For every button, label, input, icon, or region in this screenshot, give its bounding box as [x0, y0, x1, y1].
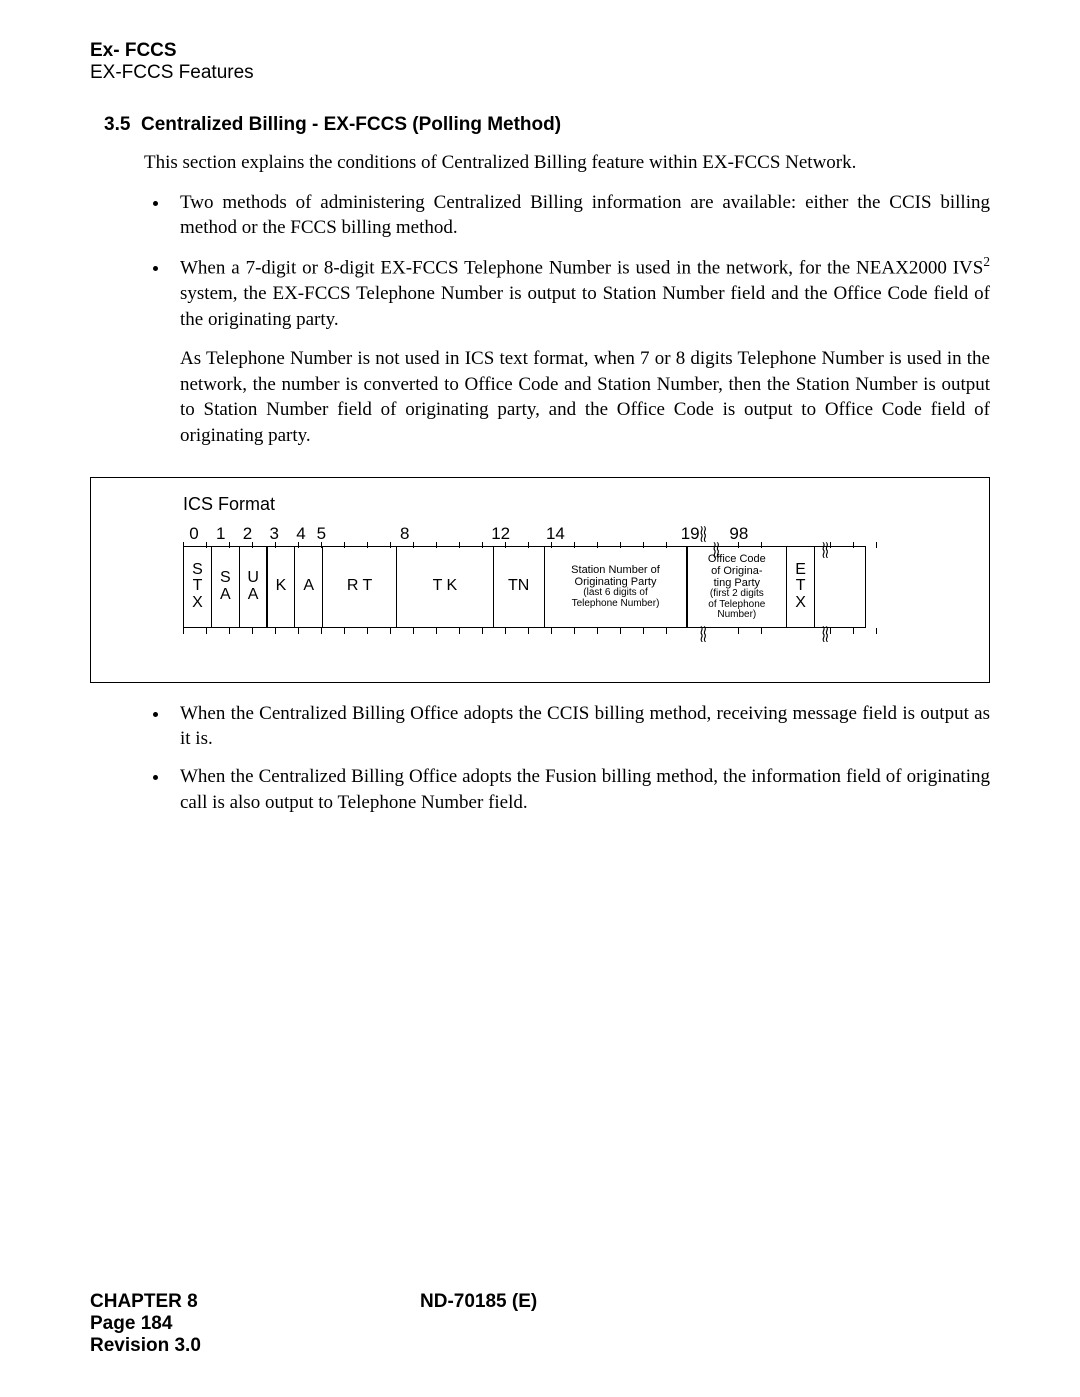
page-footer: CHAPTER 8 ND-70185 (E) Page 184 Revision…	[90, 1291, 990, 1357]
scale-14: 14	[515, 524, 565, 544]
bullet-list-a: Two methods of administering Centralized…	[170, 190, 990, 449]
footer-docnum: ND-70185 (E)	[420, 1291, 537, 1313]
scale-5: 5	[317, 524, 337, 544]
c9-l2: of Origina-	[711, 565, 762, 577]
bullet-b-1: When the Centralized Billing Office adop…	[170, 701, 990, 752]
section-number: 3.5	[104, 114, 130, 135]
bullet-a-2-cont: system, the EX-FCCS Telephone Number is …	[180, 283, 990, 330]
cell-k: K	[266, 546, 295, 628]
cell-etx: E T X	[786, 546, 815, 628]
header-title: Ex- FCCS	[90, 40, 990, 62]
cell-tn: TN	[493, 546, 545, 628]
bullet-b-2: When the Centralized Billing Office adop…	[170, 764, 990, 815]
c8-l1: Station Number of	[571, 564, 660, 576]
cell-office-code: Office Code of Origina- ting Party (firs…	[686, 546, 787, 628]
bullet-a-2-text: When a 7-digit or 8-digit EX-FCCS Teleph…	[180, 257, 983, 278]
break-mark-top-right: ≀≀≀≀	[821, 544, 828, 559]
cell-a: A	[294, 546, 323, 628]
footer-revision: Revision 3.0	[90, 1335, 990, 1357]
cell-tk: T K	[396, 546, 494, 628]
scale-1: 1	[210, 524, 232, 544]
scale-row: 0 1 2 3 4 5 8 12 14 19 98	[183, 524, 748, 544]
intro-paragraph: This section explains the conditions of …	[144, 150, 990, 176]
scale-19: 19	[570, 524, 700, 544]
bullet-a-2: When a 7-digit or 8-digit EX-FCCS Teleph…	[170, 253, 990, 449]
format-table: S T X S A U A K A R T T K TN Station Num…	[183, 546, 866, 628]
ics-format-label: ICS Format	[183, 494, 275, 515]
header-subtitle: EX-FCCS Features	[90, 62, 990, 84]
section-heading: 3.5 Centralized Billing - EX-FCCS (Polli…	[104, 114, 990, 136]
section-title: Centralized Billing - EX-FCCS (Polling M…	[141, 114, 561, 135]
scale-8: 8	[341, 524, 409, 544]
bullet-a-1: Two methods of administering Centralized…	[170, 190, 990, 241]
break-mark-top-mid: ≀≀≀≀	[712, 544, 719, 559]
header-block: Ex- FCCS EX-FCCS Features	[90, 40, 990, 84]
cell-rt: R T	[322, 546, 397, 628]
ivs-superscript: 2	[983, 254, 990, 269]
cell-stx: S T X	[183, 546, 212, 628]
scale-2: 2	[236, 524, 258, 544]
page: Ex- FCCS EX-FCCS Features 3.5 Centralize…	[0, 0, 1080, 867]
scale-3: 3	[263, 524, 285, 544]
scale-12: 12	[414, 524, 510, 544]
cell-sa: S A	[211, 546, 240, 628]
scale-0: 0	[183, 524, 205, 544]
break-mark-top-left: ≀≀≀≀	[699, 528, 706, 543]
cell-station-number: Station Number of Originating Party (las…	[544, 546, 688, 628]
cell-ua: U A	[239, 546, 268, 628]
scale-98: 98	[704, 524, 748, 544]
break-mark-bot-left: ≀≀≀≀	[699, 628, 706, 643]
footer-chapter: CHAPTER 8	[90, 1291, 990, 1313]
footer-page: Page 184	[90, 1313, 990, 1335]
c8-l4: Telephone Number)	[572, 599, 660, 610]
bullet-list-b: When the Centralized Billing Office adop…	[170, 701, 990, 816]
c9-l6: Number)	[717, 610, 756, 621]
break-mark-bot-right: ≀≀≀≀	[821, 628, 828, 643]
bullet-a-2-subpara: As Telephone Number is not used in ICS t…	[180, 346, 990, 449]
ics-format-figure: ICS Format 0 1 2 3 4 5 8 12 14 19 98	[90, 477, 990, 683]
scale-4: 4	[290, 524, 312, 544]
